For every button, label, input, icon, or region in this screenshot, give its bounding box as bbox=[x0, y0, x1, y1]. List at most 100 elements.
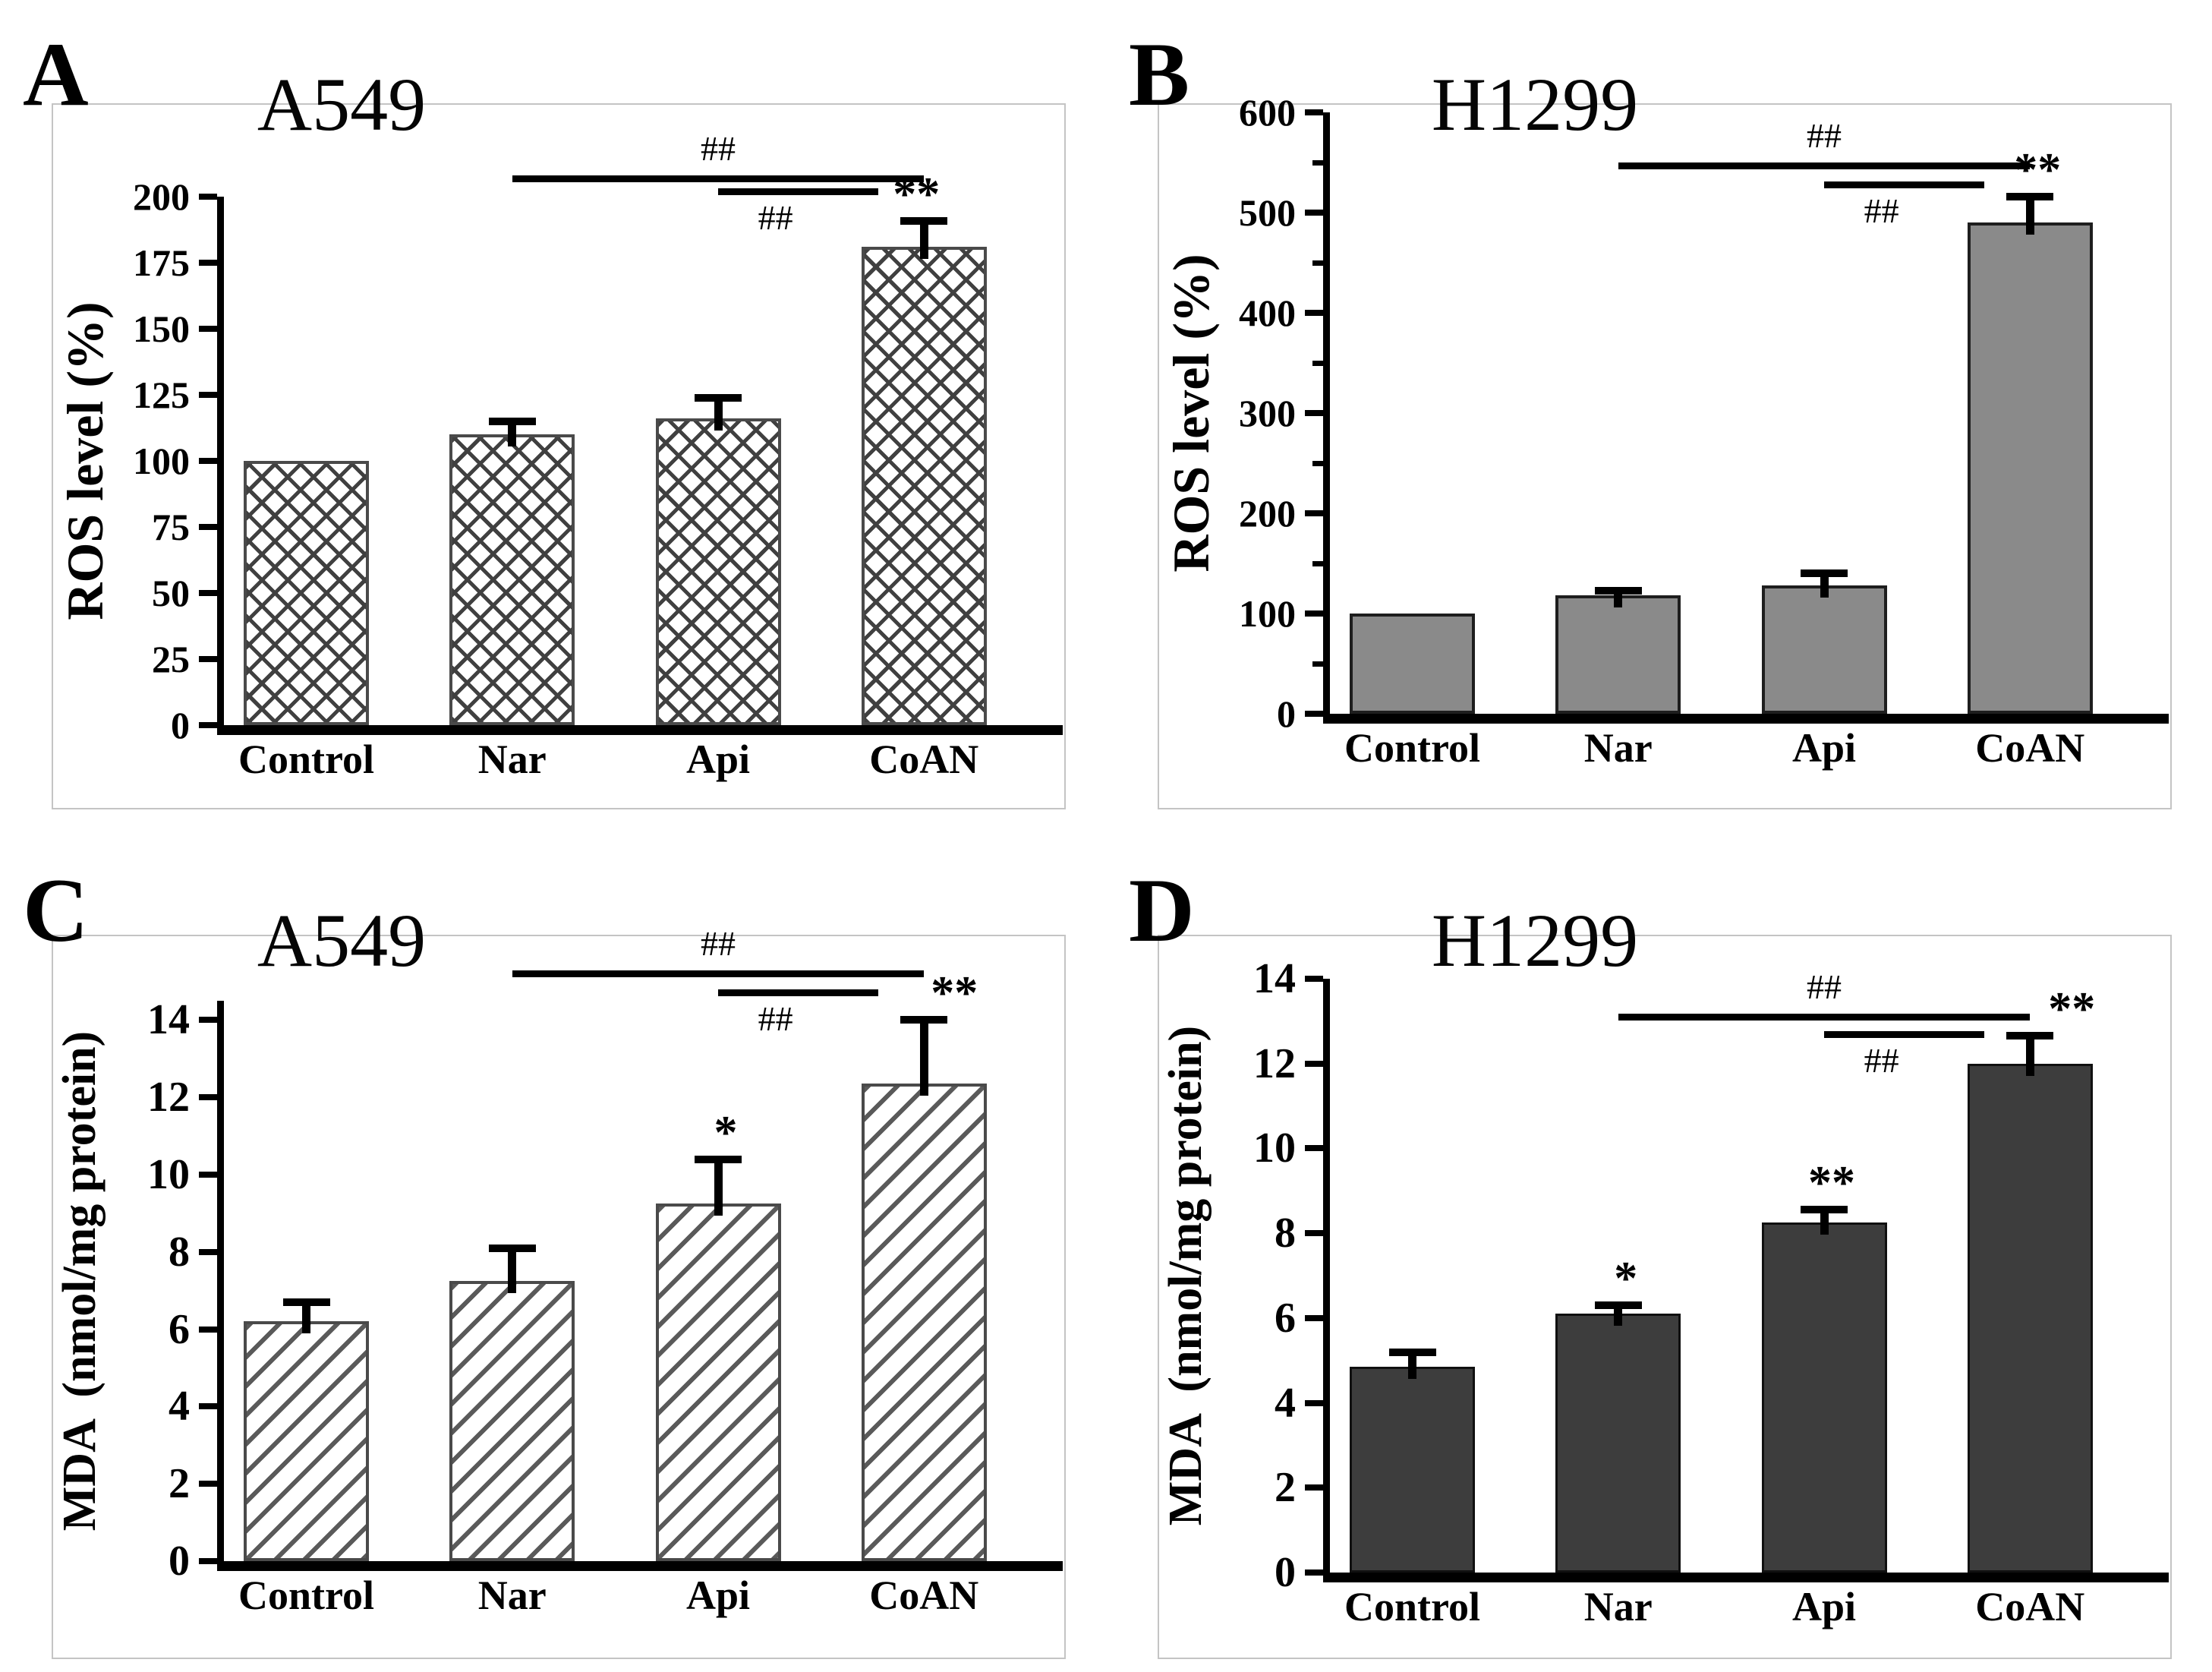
y-tick-label: 75 bbox=[152, 506, 190, 549]
bar-nar bbox=[1555, 1314, 1681, 1573]
y-tick bbox=[199, 326, 217, 333]
y-tick-label: 100 bbox=[1239, 592, 1296, 635]
y-tick bbox=[1305, 1230, 1323, 1237]
y-minor-tick bbox=[1312, 360, 1323, 366]
y-axis-spine bbox=[217, 1000, 224, 1561]
error-bar-stem bbox=[714, 397, 723, 431]
significance-hash-label: ## bbox=[758, 198, 793, 238]
significance-stars: ** bbox=[2014, 144, 2062, 196]
panel-d: D H1299 0 2 4 6 8 10 12 14 Control * Nar ** Api ** CoAN #… bbox=[1106, 836, 2212, 1672]
bar-control bbox=[1350, 614, 1475, 714]
bar-coan bbox=[861, 1084, 987, 1561]
panel-letter: C bbox=[23, 860, 89, 961]
error-bar-stem bbox=[919, 1020, 928, 1096]
plot-area: 0 2 4 6 8 10 12 14 Control * Nar ** Api ** CoAN ## ## bbox=[1253, 956, 2169, 1629]
y-tick-label: 8 bbox=[1275, 1210, 1296, 1257]
x-axis-spine bbox=[217, 1561, 1063, 1571]
y-tick-label: 14 bbox=[147, 996, 190, 1044]
y-tick bbox=[1305, 510, 1323, 516]
x-category-label: Control bbox=[238, 1573, 374, 1618]
error-bar-cap bbox=[1388, 1348, 1436, 1356]
significance-stars: ** bbox=[931, 967, 978, 1020]
significance-line bbox=[718, 188, 879, 196]
y-tick bbox=[1305, 109, 1323, 115]
y-tick bbox=[1305, 610, 1323, 617]
error-bar-cap bbox=[2006, 192, 2054, 200]
y-tick-label: 8 bbox=[169, 1228, 190, 1276]
panel-letter: A bbox=[23, 24, 89, 125]
panel-frame bbox=[52, 103, 1066, 809]
y-axis-title: ROS level (%) bbox=[56, 301, 114, 620]
significance-line bbox=[1618, 162, 2031, 169]
y-tick bbox=[1305, 1145, 1323, 1152]
x-category-label: Control bbox=[238, 737, 374, 782]
x-axis-spine bbox=[1323, 1573, 2169, 1582]
y-axis-spine bbox=[1323, 112, 1330, 714]
x-category-label: Api bbox=[1791, 1584, 1857, 1629]
y-tick bbox=[1305, 976, 1323, 982]
plot-area: 0 100 200 300 400 500 600 Control Nar Api ** CoAN ##… bbox=[1239, 91, 2169, 771]
panel-frame bbox=[1158, 103, 2172, 809]
panel-c: C A549 0 2 4 6 8 10 12 14 Control Nar * Api ** CoAN ## ##… bbox=[0, 836, 1106, 1672]
significance-stars: * bbox=[714, 1106, 738, 1159]
bar-nar bbox=[449, 1280, 575, 1561]
bar-api bbox=[655, 418, 781, 725]
y-tick bbox=[199, 458, 217, 465]
x-category-label: Nar bbox=[1583, 1584, 1653, 1629]
panel-a: A A549 0 25 50 75 100 125 150 175 200 Control Nar Api… bbox=[0, 0, 1106, 836]
y-tick-label: 2 bbox=[1275, 1464, 1296, 1512]
y-axis-title: MDA (nmol/mg protein) bbox=[1160, 1025, 1212, 1526]
y-minor-tick bbox=[1312, 460, 1323, 466]
significance-hash-label: ## bbox=[1864, 191, 1899, 231]
bar-nar bbox=[1555, 595, 1681, 714]
panel-frame bbox=[1158, 935, 2172, 1659]
panel-title: A549 bbox=[257, 62, 427, 147]
y-tick bbox=[1305, 1484, 1323, 1491]
significance-line bbox=[1824, 181, 1985, 189]
y-tick-label: 10 bbox=[1253, 1125, 1296, 1172]
significance-line bbox=[512, 970, 925, 978]
y-tick-label: 500 bbox=[1239, 191, 1296, 234]
bar-coan bbox=[1967, 1063, 2093, 1573]
y-tick bbox=[1305, 1399, 1323, 1406]
x-category-label: Api bbox=[685, 737, 751, 782]
y-minor-tick bbox=[1312, 159, 1323, 166]
error-bar-stem bbox=[1614, 1305, 1623, 1327]
panel-frame bbox=[52, 935, 1066, 1659]
y-tick bbox=[199, 392, 217, 399]
y-tick bbox=[199, 722, 217, 728]
y-axis-title: ROS level (%) bbox=[1162, 254, 1220, 573]
y-tick bbox=[1305, 711, 1323, 717]
y-tick-label: 4 bbox=[1275, 1379, 1296, 1427]
y-tick-label: 400 bbox=[1239, 292, 1296, 334]
significance-hash-label: ## bbox=[1807, 967, 1842, 1007]
y-tick-label: 50 bbox=[152, 572, 190, 615]
y-tick-label: 200 bbox=[1239, 492, 1296, 535]
y-tick-label: 12 bbox=[1253, 1039, 1296, 1087]
y-tick-label: 175 bbox=[133, 241, 190, 285]
y-tick-label: 0 bbox=[171, 704, 190, 746]
bar-control bbox=[244, 1321, 369, 1561]
y-tick bbox=[199, 1171, 217, 1178]
y-tick bbox=[1305, 210, 1323, 216]
bar-nar bbox=[449, 434, 575, 725]
y-tick-label: 6 bbox=[169, 1305, 190, 1353]
x-category-label: Nar bbox=[477, 737, 547, 782]
bar-control bbox=[1350, 1367, 1475, 1573]
y-tick bbox=[199, 656, 217, 663]
y-tick-label: 6 bbox=[1275, 1294, 1296, 1342]
bar-api bbox=[1761, 1222, 1887, 1573]
y-tick bbox=[199, 524, 217, 531]
error-bar-stem bbox=[714, 1159, 723, 1216]
y-tick-label: 12 bbox=[147, 1074, 190, 1122]
y-tick bbox=[199, 260, 217, 267]
significance-line bbox=[1824, 1030, 1985, 1038]
panel-letter: B bbox=[1129, 24, 1190, 125]
error-bar-stem bbox=[1614, 590, 1623, 608]
x-category-label: Nar bbox=[1583, 725, 1653, 771]
y-tick bbox=[1305, 410, 1323, 416]
error-bar-cap bbox=[695, 393, 742, 402]
panel-b: B H1299 0 100 200 300 400 500 600 Control Nar Api **… bbox=[1106, 0, 2212, 836]
x-category-label: CoAN bbox=[1975, 1584, 2085, 1629]
